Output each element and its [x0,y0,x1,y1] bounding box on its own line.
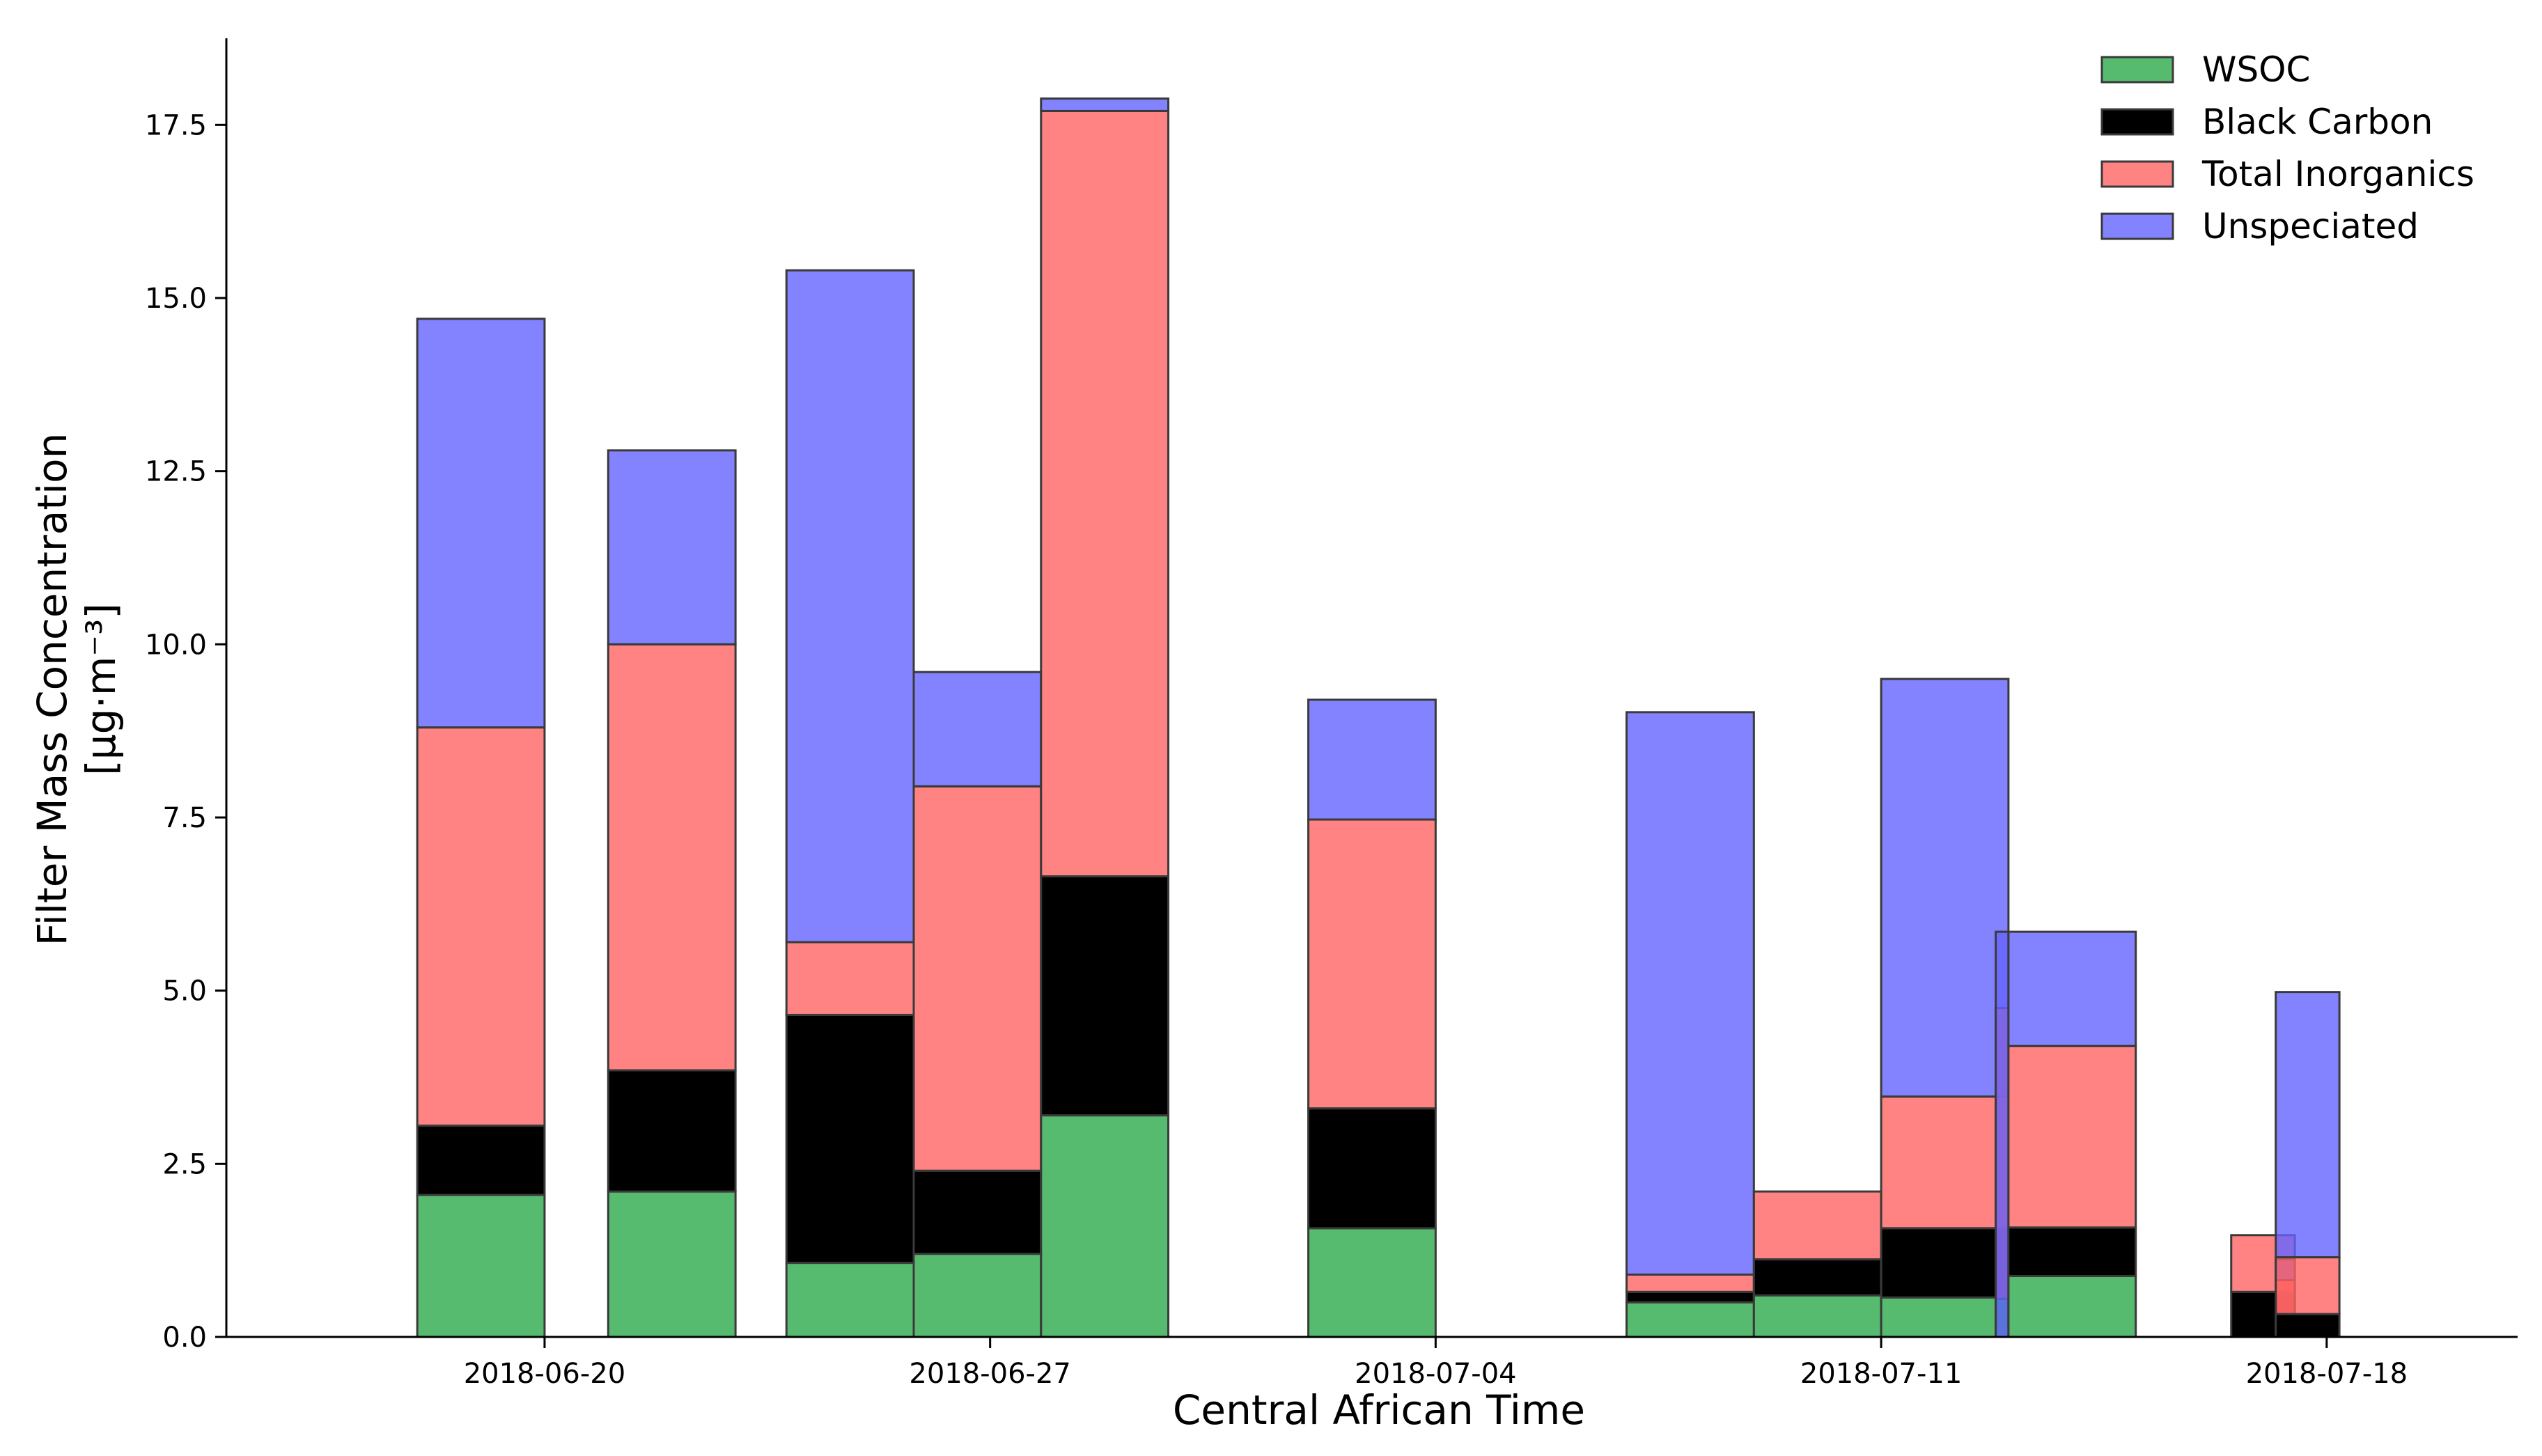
legend-swatch-unspeciated [2100,212,2174,240]
y-tick-label: 12.5 [145,456,207,488]
x-axis-title: Central African Time [1173,1386,1585,1434]
bar-unspeciated-10 [1995,930,2010,1338]
x-tick-label: 2018-06-20 [464,1358,625,1390]
legend-swatch-wsoc [2100,56,2174,84]
bar-total-inorganics-14 [2275,1256,2341,1315]
axes: 0.0 2.5 5.0 7.5 10.0 12.5 15.0 17.5 2018-06-20 20… [145,38,2518,1390]
bar-unspeciated-5 [1307,698,1437,821]
bar-wsoc-2 [785,1262,915,1338]
bar-black-carbon-2 [785,1013,915,1265]
y-tick-label: 7.5 [162,802,207,834]
x-tick-label: 2018-07-11 [1800,1358,1962,1390]
bar-wsoc-0 [416,1193,546,1338]
bar-black-carbon-7 [1752,1258,1882,1297]
y-axis-title-line-1: Filter Mass Concentration [29,433,76,946]
bar-unspeciated-14 [2275,991,2341,1259]
bar-unspeciated-6 [1625,711,1755,1276]
x-tick-label: 2018-06-27 [909,1358,1070,1390]
bar-black-carbon-14 [2275,1313,2341,1338]
bar-black-carbon-4 [1040,875,1170,1117]
legend-label-total-inorganics: Total Inorganics [2201,154,2474,194]
bar-wsoc-1 [607,1190,737,1338]
bar-total-inorganics-7 [1752,1190,1882,1261]
legend-swatch-black-carbon [2100,108,2174,136]
bar-wsoc-11 [2007,1274,2137,1338]
bar-wsoc-7 [1752,1294,1882,1338]
x-tick-label: 2018-07-18 [2246,1358,2408,1390]
legend: WSOC Black Carbon Total Inorganics Unspecia… [2100,49,2474,246]
legend-label-black-carbon: Black Carbon [2202,102,2433,142]
bar-black-carbon-5 [1307,1107,1437,1230]
bar-total-inorganics-1 [607,643,737,1072]
bar-wsoc-6 [1625,1301,1755,1338]
bar-black-carbon-6 [1625,1290,1755,1304]
bar-total-inorganics-3 [912,785,1043,1172]
y-tick-label: 17.5 [145,109,207,141]
bar-black-carbon-1 [607,1069,737,1193]
bar-black-carbon-8 [1880,1227,2010,1299]
bar-wsoc-5 [1307,1227,1437,1338]
y-tick-label: 2.5 [162,1148,207,1180]
bar-black-carbon-11 [2007,1226,2137,1277]
bar-unspeciated-11 [2007,930,2137,1047]
bar-wsoc-8 [1880,1296,2010,1338]
y-axis-title: Filter Mass Concentration [μg·m⁻³] [29,433,125,946]
legend-label-unspeciated: Unspeciated [2202,206,2419,246]
y-axis-title-line-2: [μg·m⁻³] [77,603,125,776]
y-tick-label: 5.0 [162,976,207,1008]
legend-label-wsoc: WSOC [2202,49,2310,90]
x-tick-label: 2018-07-04 [1355,1358,1516,1390]
legend-swatch-total-inorganics [2100,160,2174,188]
y-tick-label: 15.0 [145,283,207,315]
bar-black-carbon-3 [912,1169,1043,1255]
bar-wsoc-3 [912,1253,1043,1338]
bar-total-inorganics-6 [1625,1273,1755,1293]
bar-total-inorganics-5 [1307,818,1437,1110]
bar-unspeciated-8 [1880,678,2010,1098]
y-tick-label: 0.0 [162,1322,207,1354]
bar-unspeciated-4 [1040,97,1170,112]
bar-unspeciated-3 [912,671,1043,788]
bar-unspeciated-0 [416,318,546,729]
y-tick-label: 10.0 [145,629,207,661]
bar-unspeciated-1 [607,449,737,645]
bar-black-carbon-0 [416,1125,546,1196]
bar-total-inorganics-0 [416,726,546,1127]
bar-total-inorganics-4 [1040,109,1170,878]
bar-wsoc-4 [1040,1114,1170,1338]
bar-total-inorganics-8 [1880,1095,2010,1230]
bar-total-inorganics-2 [785,941,915,1016]
bar-total-inorganics-11 [2007,1044,2137,1229]
bar-unspeciated-2 [785,269,915,944]
bar-group [416,97,2341,1338]
